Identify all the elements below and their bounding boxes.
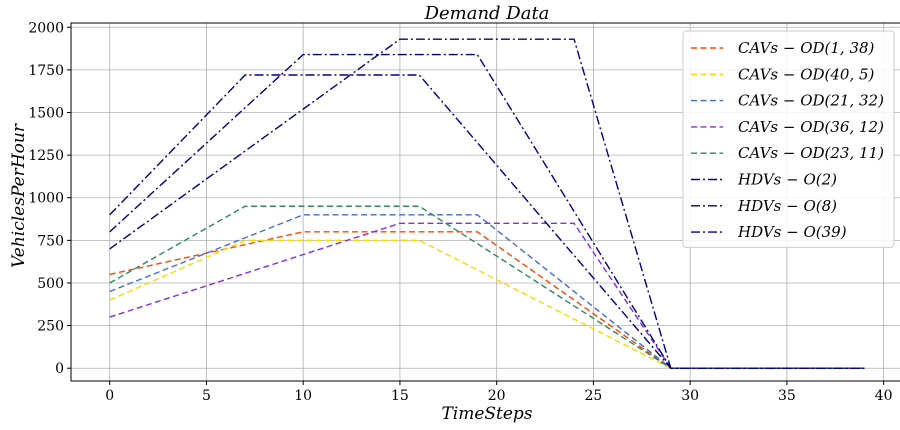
y-tick-label: 0 <box>55 361 64 377</box>
series-layer <box>109 38 865 369</box>
legend-entry-label: HDVs − O(8) <box>737 197 837 215</box>
x-tick-label: 30 <box>681 388 699 404</box>
series-line-4 <box>109 222 865 369</box>
x-tick-label: 5 <box>202 388 211 404</box>
x-axis-label: TimeSteps <box>441 404 532 424</box>
legend-entry-label: CAVs − OD(1, 38) <box>738 39 875 57</box>
legend-entry-label: HDVs − O(39) <box>737 223 847 241</box>
x-tick-label: 0 <box>105 388 114 404</box>
legend-entry-label: CAVs − OD(40, 5) <box>738 65 875 83</box>
y-tick-label: 1750 <box>28 63 64 79</box>
y-axis-label: VehiclesPerHour <box>9 123 29 268</box>
y-tick-label: 750 <box>37 233 64 249</box>
series-line-8 <box>109 38 865 369</box>
legend-entry-label: CAVs − OD(36, 12) <box>738 118 884 136</box>
chart-title: Demand Data <box>424 3 550 24</box>
y-axis-ticks: 0 250 500 750 1000 1250 1500 1750 2000 <box>28 20 71 377</box>
plot-frame <box>70 22 900 382</box>
legend-entry-label: CAVs − OD(21, 32) <box>738 92 884 110</box>
x-tick-label: 25 <box>585 388 603 404</box>
legend: CAVs − OD(1, 38) CAVs − OD(40, 5) CAVs − O… <box>682 30 895 248</box>
x-tick-label: 40 <box>875 388 893 404</box>
x-axis-ticks: 0 5 10 15 20 25 30 35 40 <box>105 381 893 404</box>
y-tick-label: 1250 <box>28 148 64 164</box>
legend-entry-label: CAVs − OD(23, 11) <box>738 144 884 162</box>
legend-entry-label: HDVs − O(2) <box>737 171 837 189</box>
x-tick-label: 15 <box>391 388 409 404</box>
y-tick-label: 250 <box>37 319 64 335</box>
x-tick-label: 10 <box>294 388 312 404</box>
y-tick-label: 1000 <box>28 191 64 207</box>
y-tick-label: 500 <box>37 276 64 292</box>
series-line-1 <box>109 231 865 369</box>
x-tick-label: 20 <box>488 388 506 404</box>
x-tick-label: 35 <box>778 388 796 404</box>
legend-box <box>682 30 895 248</box>
y-tick-label: 1500 <box>28 106 64 122</box>
series-line-2 <box>109 239 865 369</box>
y-tick-label: 2000 <box>28 20 64 36</box>
